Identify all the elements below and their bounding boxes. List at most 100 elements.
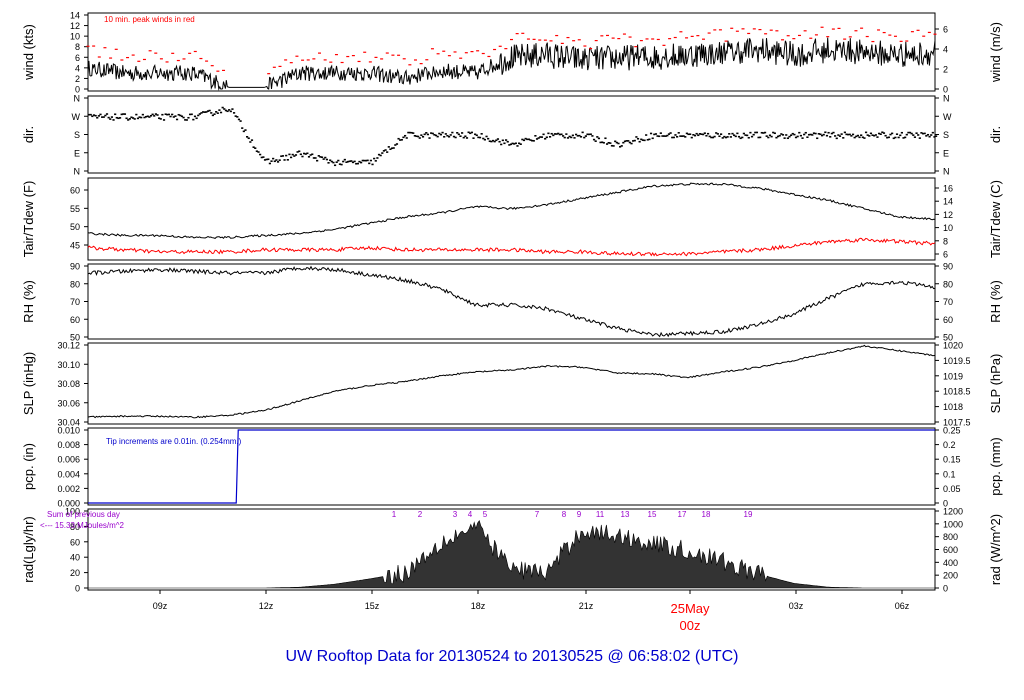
rh-left-tick-label: 60	[70, 315, 80, 325]
dir-point	[392, 147, 395, 149]
dir-point	[749, 131, 752, 134]
dir-point	[804, 131, 807, 134]
dir-point	[633, 139, 636, 142]
dir-point	[480, 133, 483, 135]
dir-right-tick-label: W	[943, 112, 952, 122]
dir-point	[218, 109, 221, 111]
dir-point	[89, 113, 92, 116]
slp-left-tick-label: 30.08	[57, 379, 80, 389]
dir-point	[338, 163, 342, 165]
rad-hour-marker: 15	[648, 510, 657, 519]
dir-point	[190, 113, 193, 116]
dir-point	[501, 139, 504, 142]
dir-point	[884, 134, 887, 137]
rad-right-tick-label: 400	[943, 558, 958, 568]
dir-point	[166, 113, 169, 116]
dir-point	[293, 155, 296, 157]
dir-point	[447, 135, 451, 138]
wind-right-tick-label: 0	[943, 85, 948, 95]
dir-point	[412, 132, 415, 134]
dir-point	[358, 160, 361, 163]
dir-point	[897, 136, 900, 139]
temp-left-label: Tair/Tdew (F)	[21, 181, 36, 258]
pcp-right-label: pcp. (mm)	[988, 437, 1003, 496]
rad-hour-marker: 17	[678, 510, 687, 519]
dir-point	[363, 159, 366, 162]
wind-right-tick-label: 4	[943, 45, 948, 55]
dir-point	[169, 115, 172, 118]
rh-left-tick-label: 70	[70, 297, 80, 307]
dir-point	[213, 113, 216, 115]
rad-hour-marker: 7	[535, 510, 540, 519]
pcp-left-tick-label: 0.008	[57, 440, 80, 450]
dir-point	[689, 133, 692, 136]
dir-point	[289, 156, 293, 159]
dir-point	[759, 136, 762, 139]
dir-point	[438, 132, 441, 135]
dir-point	[775, 136, 778, 139]
wind-left-tick-label: 4	[75, 63, 80, 73]
dir-point	[845, 133, 848, 136]
dir-point	[851, 133, 855, 136]
dir-point	[746, 134, 749, 137]
dir-point	[526, 138, 529, 141]
slp-series-line	[87, 344, 936, 419]
dir-point	[171, 113, 174, 116]
dir-point	[803, 133, 806, 136]
dir-point	[555, 133, 558, 135]
dir-point	[104, 114, 107, 117]
dir-point	[628, 141, 631, 144]
dir-point	[905, 133, 908, 136]
rad-right-tick-label: 600	[943, 545, 958, 555]
dir-point	[790, 134, 793, 137]
dir-point	[275, 159, 278, 161]
dir-point	[369, 159, 372, 162]
dir-point	[475, 134, 478, 137]
dir-point	[907, 131, 910, 134]
dir-point	[529, 139, 532, 141]
rh-right-tick-label: 50	[943, 333, 953, 343]
dir-point	[498, 140, 501, 143]
slp-right-tick-label: 1018	[943, 402, 963, 412]
dir-point	[99, 113, 102, 116]
dir-point	[172, 116, 175, 118]
temp-right-tick-label: 10	[943, 223, 953, 233]
rh-series-line	[87, 265, 936, 338]
dir-point	[711, 136, 715, 139]
dir-point	[807, 133, 811, 136]
dir-point	[522, 139, 526, 142]
dir-point	[394, 144, 397, 146]
dir-point	[462, 136, 465, 139]
dir-point	[648, 138, 651, 141]
rad-hour-marker: 4	[468, 510, 473, 519]
dir-point	[379, 154, 382, 157]
dir-point	[167, 113, 171, 116]
dir-point	[457, 133, 460, 136]
dir-point	[625, 140, 628, 142]
dir-point	[490, 140, 493, 143]
dir-point	[464, 135, 467, 138]
dir-point	[105, 113, 109, 115]
dir-point	[747, 136, 750, 139]
dir-point	[853, 136, 856, 139]
dir-point	[786, 137, 789, 140]
dir-point	[329, 159, 332, 162]
dir-point	[643, 139, 646, 142]
dir-point	[548, 135, 552, 138]
dir-point	[247, 137, 250, 140]
dir-point	[312, 157, 315, 159]
dir-point	[793, 133, 796, 136]
dir-point	[425, 132, 428, 134]
dir-point	[141, 113, 144, 116]
dir-point	[770, 135, 773, 138]
dir-point	[337, 159, 340, 162]
temp-right-tick-label: 14	[943, 197, 953, 207]
dir-point	[177, 113, 180, 116]
dir-point	[524, 137, 527, 140]
dir-point	[734, 135, 737, 138]
slp-left-tick-label: 30.04	[57, 418, 80, 428]
dir-point	[112, 119, 115, 121]
dir-point	[162, 119, 166, 121]
dir-point	[236, 116, 239, 118]
dir-point	[892, 137, 895, 140]
